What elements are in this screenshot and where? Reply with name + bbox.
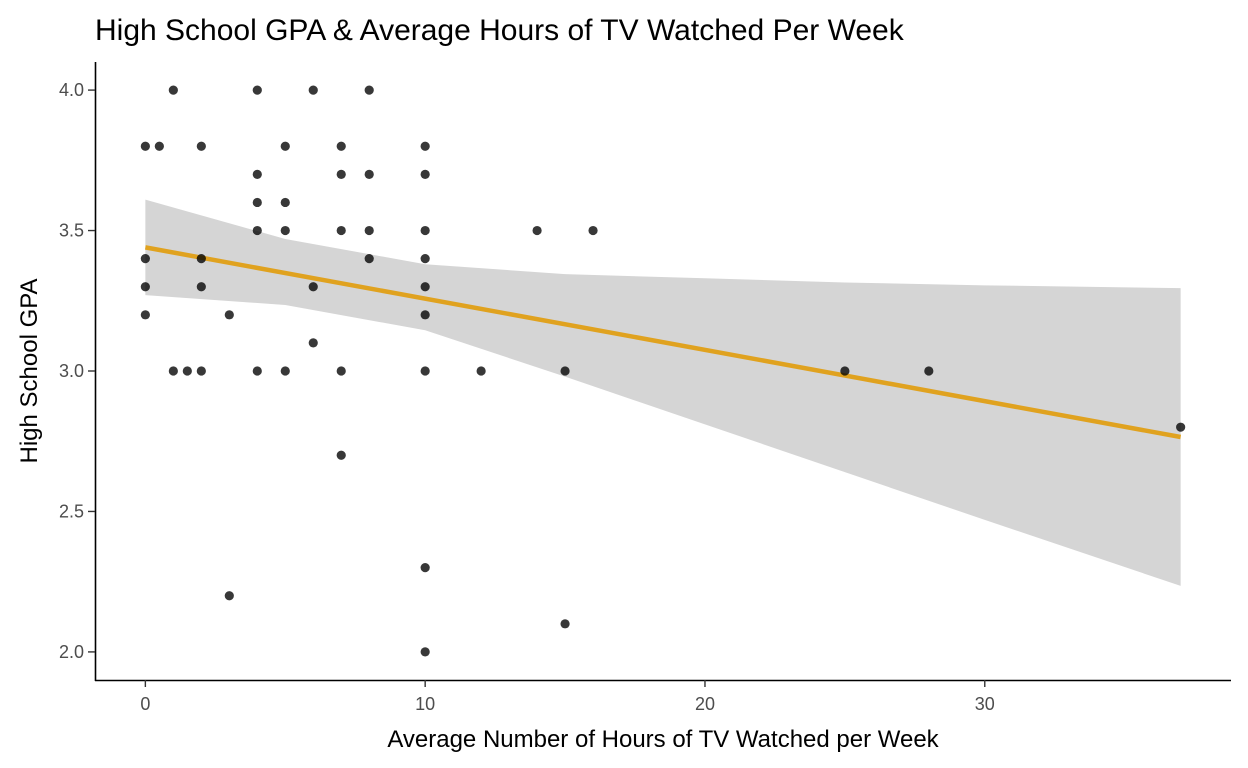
data-point [420,310,430,320]
data-points [140,85,1186,657]
data-point [420,647,430,657]
data-point [336,366,346,376]
x-tick-label: 0 [140,694,150,714]
data-point [420,563,430,573]
data-point [252,169,262,179]
data-point [840,366,850,376]
y-axis-label: High School GPA [16,279,43,464]
data-point [224,310,234,320]
y-tick-label: 3.0 [59,361,84,381]
fit-line [144,245,1182,440]
data-point [252,225,262,236]
data-point [308,85,318,95]
data-point [154,141,164,151]
y-tick-label: 2.5 [59,501,84,521]
data-point [252,366,262,376]
x-axis-label: Average Number of Hours of TV Watched pe… [387,726,939,753]
data-point [560,366,570,376]
data-point [280,197,290,208]
data-point [168,85,178,95]
confidence-band [145,199,1181,586]
x-tick-label: 30 [975,694,995,714]
data-point [476,366,486,376]
data-point [196,141,206,151]
data-point [196,282,206,292]
chart-title: High School GPA & Average Hours of TV Wa… [95,14,905,47]
data-point [252,85,262,95]
data-point [336,225,346,236]
data-point [196,254,206,264]
data-point [336,141,346,151]
y-tick-label: 4.0 [59,80,84,100]
data-point [280,225,290,236]
data-point [420,282,430,292]
data-point [532,225,542,236]
data-point [280,366,290,376]
data-point [140,282,150,292]
data-point [560,619,570,629]
data-point [588,225,598,236]
data-point [364,225,374,236]
data-point [168,366,178,376]
data-point [924,366,934,376]
data-point [420,225,430,236]
data-point [196,366,206,376]
data-point [1176,422,1186,432]
data-point [182,366,192,376]
data-point [364,85,374,95]
x-axis-ticks: 0 10 20 30 [140,680,995,714]
y-tick-label: 2.0 [59,642,84,662]
data-point [224,591,234,601]
data-point [140,254,150,264]
data-point [140,141,150,151]
data-point [364,169,374,179]
confidence-band-area [145,199,1181,586]
y-tick-label: 3.5 [59,221,84,241]
data-point [308,282,318,292]
y-axis-ticks: 2.0 2.5 3.0 3.5 4.0 [59,80,95,662]
data-point [336,169,346,179]
data-point [420,254,430,264]
fit-line-path [144,245,1182,440]
x-tick-label: 10 [415,694,435,714]
data-point [336,450,346,460]
x-tick-label: 20 [695,694,715,714]
data-point [140,310,150,320]
data-point [364,254,374,264]
data-point [308,338,318,348]
data-point [252,197,262,208]
data-point [420,169,430,179]
data-point [420,366,430,376]
data-point [420,141,430,151]
data-point [280,141,290,151]
